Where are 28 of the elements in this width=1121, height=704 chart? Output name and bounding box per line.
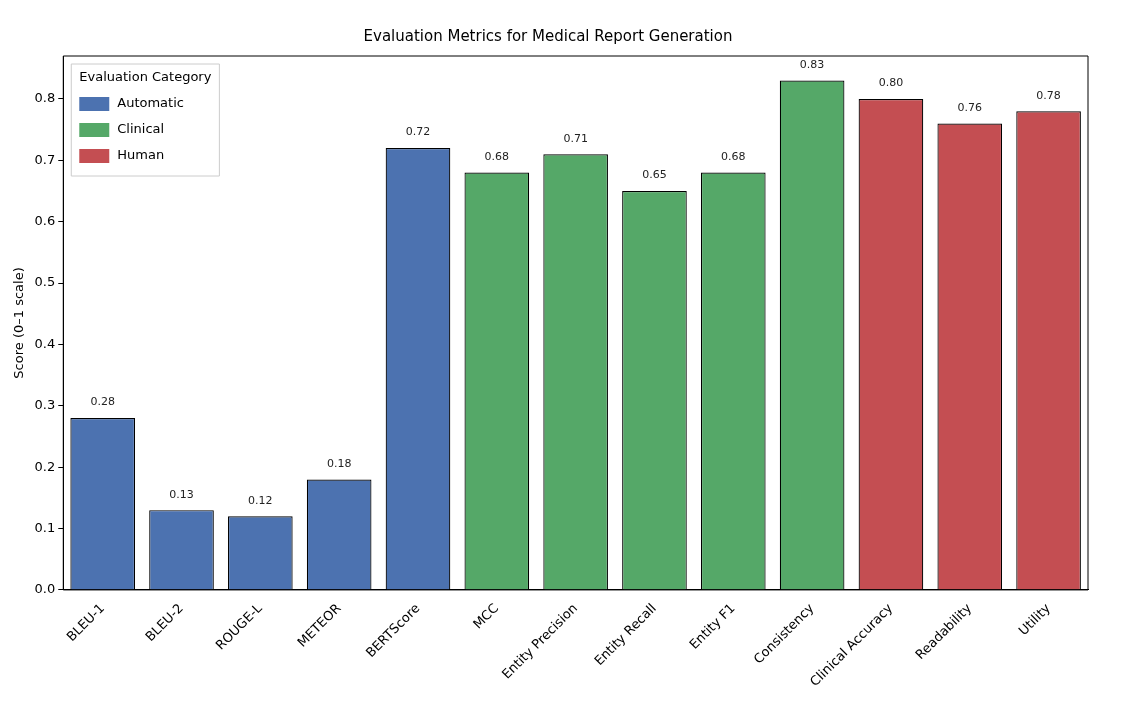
data-label: 0.71 xyxy=(563,131,588,145)
y-tick-label: 0.0 xyxy=(34,581,56,597)
legend-label: Clinical xyxy=(117,121,165,137)
y-tick-label: 0.2 xyxy=(34,458,56,474)
data-label: 0.72 xyxy=(405,125,431,139)
y-tick-label: 0.8 xyxy=(34,90,56,106)
y-axis-title: Score (0–1 scale) xyxy=(11,267,27,379)
data-label: 0.13 xyxy=(169,487,194,501)
y-tick-label: 0.7 xyxy=(34,151,56,167)
data-label: 0.68 xyxy=(721,149,746,163)
legend-label: Automatic xyxy=(117,95,184,111)
y-tick-label: 0.5 xyxy=(34,274,56,290)
y-tick-label: 0.1 xyxy=(34,519,56,535)
data-label: 0.78 xyxy=(1036,88,1061,102)
y-tick-label: 0.3 xyxy=(34,397,56,413)
data-label: 0.83 xyxy=(799,57,825,71)
y-tick-label: 0.4 xyxy=(34,335,56,351)
legend-title: Evaluation Category xyxy=(79,69,212,85)
data-label: 0.18 xyxy=(326,456,352,470)
y-tick-label: 0.6 xyxy=(34,213,56,229)
legend-label: Human xyxy=(117,147,165,163)
data-label: 0.68 xyxy=(484,149,510,163)
data-label: 0.12 xyxy=(248,493,273,507)
data-label: 0.76 xyxy=(957,100,983,114)
data-label: 0.65 xyxy=(642,168,667,182)
data-label: 0.80 xyxy=(878,76,904,90)
data-label: 0.28 xyxy=(90,395,115,409)
chart-title: Evaluation Metrics for Medical Report Generation xyxy=(363,26,733,45)
